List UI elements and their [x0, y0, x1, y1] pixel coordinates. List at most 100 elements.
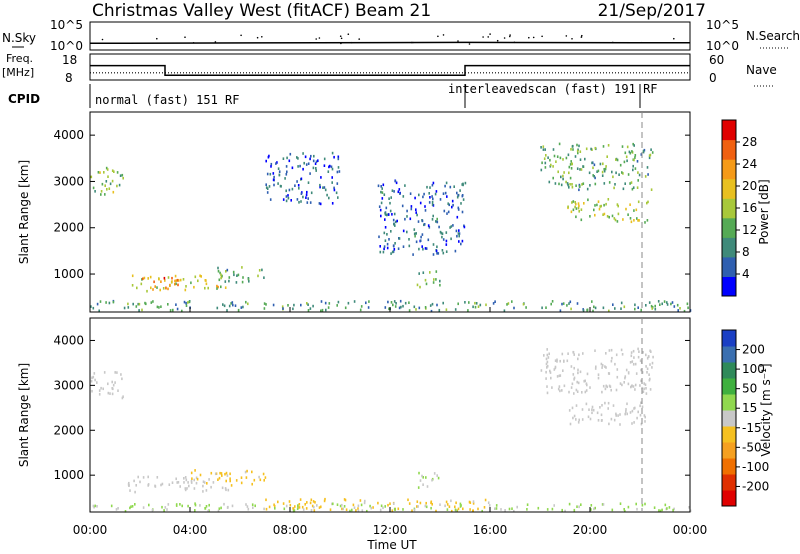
echo-cell	[294, 184, 296, 187]
echo-cell	[105, 180, 108, 183]
colorbar-swatch	[722, 426, 736, 443]
echo-cell	[384, 306, 387, 309]
echo-cell	[461, 239, 464, 243]
echo-cell	[393, 507, 396, 511]
echo-cell	[409, 217, 412, 221]
echo-cell	[618, 173, 620, 176]
y-tick-label: 4000	[53, 128, 84, 142]
echo-cell	[602, 213, 604, 216]
echo-cell	[633, 209, 635, 212]
echo-cell	[603, 212, 606, 216]
echo-cell	[179, 503, 181, 506]
echo-cell	[194, 502, 196, 505]
echo-cell	[558, 385, 561, 388]
echo-cell	[504, 509, 506, 512]
colorbar-tick-label: 8	[742, 245, 750, 259]
echo-cell	[425, 501, 427, 505]
echo-cell	[383, 245, 386, 248]
echo-cell	[666, 303, 669, 306]
echo-cell	[616, 220, 619, 223]
echo-cell	[171, 276, 173, 280]
colorbar-swatch	[722, 237, 736, 258]
echo-cell	[127, 302, 129, 306]
echo-cell	[459, 502, 462, 506]
echo-cell	[644, 383, 647, 386]
power-ylabel: Slant Range [km]	[17, 160, 31, 264]
echo-cell	[190, 281, 192, 285]
echo-cell	[117, 389, 119, 392]
echo-cell	[391, 189, 394, 192]
echo-cell	[445, 231, 448, 234]
echo-cell	[379, 245, 381, 248]
echo-cell	[269, 198, 272, 201]
echo-cell	[577, 381, 580, 385]
echo-cell	[624, 376, 626, 380]
echo-cell	[270, 162, 273, 166]
echo-cell	[610, 417, 613, 421]
echo-cell	[636, 416, 638, 420]
echo-cell	[546, 360, 549, 364]
echo-cell	[134, 490, 136, 494]
echo-cell	[415, 240, 418, 244]
echo-cell	[425, 282, 428, 286]
echo-cell	[435, 278, 437, 281]
echo-cell	[363, 501, 366, 505]
echo-cell	[456, 215, 459, 219]
echo-cell	[262, 472, 265, 476]
echo-cell	[320, 176, 322, 179]
echo-cell	[193, 285, 195, 289]
colorbar-swatch	[722, 256, 736, 277]
echo-cell	[548, 352, 550, 356]
echo-cell	[210, 485, 212, 489]
echo-cell	[631, 187, 634, 191]
echo-cell	[109, 182, 112, 186]
echo-cell	[124, 510, 127, 513]
echo-cell	[591, 411, 593, 415]
echo-cell	[298, 201, 300, 204]
echo-cell	[543, 354, 545, 357]
echo-cell	[176, 307, 179, 311]
echo-cell	[232, 270, 235, 274]
echo-cell	[404, 184, 406, 187]
echo-cell	[328, 196, 330, 200]
echo-cell	[179, 485, 181, 488]
echo-cell	[575, 215, 577, 219]
echo-cell	[398, 237, 401, 240]
echo-cell	[611, 356, 613, 360]
echo-cell	[558, 142, 561, 146]
echo-cell	[604, 167, 607, 171]
echo-cell	[634, 154, 637, 157]
echo-cell	[481, 509, 483, 513]
colorbar-swatch	[722, 276, 736, 297]
echo-cell	[353, 300, 356, 303]
echo-cell	[644, 221, 646, 224]
echo-cell	[573, 508, 576, 512]
echo-cell	[121, 396, 124, 400]
echo-cell	[593, 208, 595, 212]
noise-spike	[528, 36, 530, 39]
echo-cell	[599, 162, 602, 166]
echo-cell	[175, 282, 177, 286]
echo-cell	[365, 301, 367, 305]
echo-cell	[194, 509, 196, 512]
echo-cell	[579, 158, 582, 161]
echo-cell	[383, 193, 386, 196]
echo-cell	[419, 239, 422, 242]
echo-cell	[175, 477, 177, 481]
echo-cell	[115, 508, 118, 511]
echo-cell	[111, 387, 113, 390]
y-tick-label: 3000	[53, 378, 84, 392]
echo-cell	[161, 505, 163, 509]
echo-cell	[577, 202, 580, 205]
echo-cell	[228, 276, 231, 279]
echo-cell	[608, 309, 610, 313]
echo-cell	[631, 422, 633, 425]
echo-cell	[229, 479, 231, 483]
echo-cell	[638, 219, 640, 222]
echo-cell	[553, 504, 555, 507]
echo-cell	[293, 509, 296, 512]
echo-cell	[561, 389, 563, 392]
echo-cell	[111, 169, 114, 172]
echo-cell	[569, 183, 571, 186]
echo-cell	[428, 201, 431, 204]
